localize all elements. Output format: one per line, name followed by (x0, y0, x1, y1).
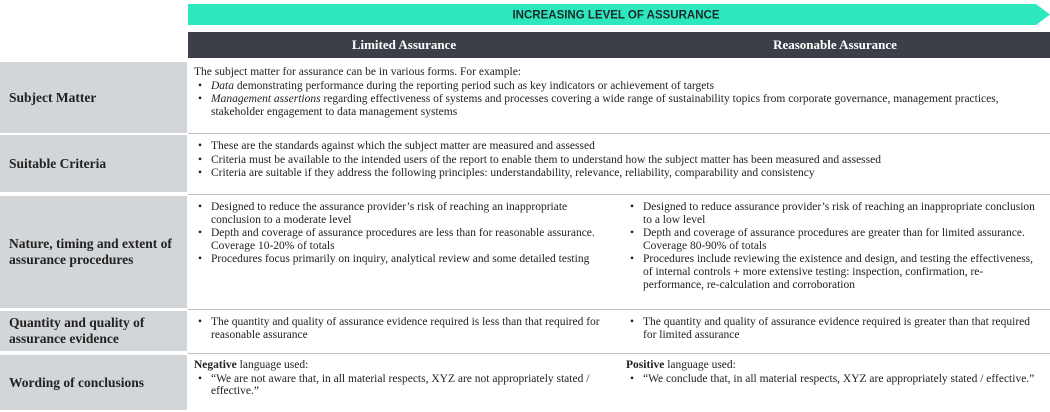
row-divider (188, 353, 1050, 354)
intro-text: language used: (664, 359, 736, 371)
banner-text: INCREASING LEVEL OF ASSURANCE (512, 10, 719, 22)
column-header: Limited Assurance (188, 32, 620, 58)
bullet-text: regarding effectiveness of systems and p… (211, 93, 999, 118)
banner: INCREASING LEVEL OF ASSURANCE (188, 4, 1050, 25)
cell-intro: Negative language used: (194, 359, 602, 372)
bullet-text: The quantity and quality of assurance ev… (643, 316, 1031, 341)
bullet-text: The quantity and quality of assurance ev… (211, 316, 600, 341)
bullet-text: Procedures include reviewing the existen… (643, 253, 1034, 291)
intro-text: language used: (236, 359, 309, 371)
cell: Positive language used:“We conclude that… (620, 355, 1050, 410)
bullet-text: Designed to reduce assurance provider’s … (643, 201, 1035, 226)
bullet-text: demonstrating performance during the rep… (234, 79, 715, 92)
row-label: Nature, timing and extent of assurance p… (0, 196, 187, 308)
banner-arrow (188, 4, 1050, 25)
row-divider (188, 133, 1050, 134)
bullet-text: Criteria are suitable if they address th… (211, 167, 815, 180)
bullet-item: Designed to reduce assurance provider’s … (626, 201, 1044, 226)
bullet-item: Depth and coverage of assurance procedur… (194, 227, 602, 252)
cell-intro: The subject matter for assurance can be … (194, 66, 521, 78)
row-label: Quantity and quality of assurance eviden… (0, 311, 187, 351)
bullet-item: “We are not aware that, in all material … (194, 373, 602, 398)
cell: Designed to reduce the assurance provide… (188, 196, 608, 308)
bullet-item: The quantity and quality of assurance ev… (194, 316, 602, 341)
cell: Designed to reduce assurance provider’s … (620, 196, 1050, 308)
bullet-text: “We are not aware that, in all material … (211, 372, 590, 398)
bullet-item: Procedures focus primarily on inquiry, a… (194, 253, 602, 266)
bullet-item: Depth and coverage of assurance procedur… (626, 227, 1044, 252)
bullet-text: “We conclude that, in all material respe… (643, 372, 1035, 385)
bullet-text: Criteria must be available to the intend… (211, 153, 881, 166)
cell: The quantity and quality of assurance ev… (620, 311, 1050, 351)
column-header: Reasonable Assurance (620, 32, 1050, 58)
row-label: Suitable Criteria (0, 135, 187, 192)
emphasis: Positive (626, 359, 665, 371)
emphasis: Management assertions (211, 93, 321, 106)
bullet-text: These are the standards against which th… (211, 140, 595, 152)
cell: The quantity and quality of assurance ev… (188, 311, 608, 351)
bullet-text: Depth and coverage of assurance procedur… (211, 227, 595, 252)
bullet-item: Designed to reduce the assurance provide… (194, 201, 602, 226)
bullet-item: These are the standards against which th… (194, 140, 1044, 153)
bullet-text: Procedures focus primarily on inquiry, a… (211, 253, 590, 266)
bullet-item: Management assertions regarding effectiv… (194, 93, 1044, 118)
cell: The subject matter for assurance can be … (188, 62, 1050, 133)
cell: Negative language used:“We are not aware… (188, 355, 608, 410)
bullet-item: Criteria are suitable if they address th… (194, 167, 1044, 180)
cell: These are the standards against which th… (188, 135, 1050, 192)
bullet-text: Designed to reduce the assurance provide… (211, 201, 568, 226)
emphasis: Negative (194, 359, 237, 371)
bullet-item: “We conclude that, in all material respe… (626, 373, 1044, 386)
bullet-text: Depth and coverage of assurance procedur… (643, 227, 1025, 252)
bullet-item: The quantity and quality of assurance ev… (626, 316, 1044, 341)
row-label: Subject Matter (0, 62, 187, 133)
bullet-item: Procedures include reviewing the existen… (626, 253, 1044, 291)
bullet-item: Criteria must be available to the intend… (194, 154, 1044, 167)
row-divider (188, 309, 1050, 310)
emphasis: Data (211, 79, 234, 92)
bullet-item: Data demonstrating performance during th… (194, 80, 1044, 93)
row-label: Wording of conclusions (0, 355, 187, 410)
cell-intro: Positive language used: (626, 359, 1044, 372)
row-divider (188, 194, 1050, 195)
